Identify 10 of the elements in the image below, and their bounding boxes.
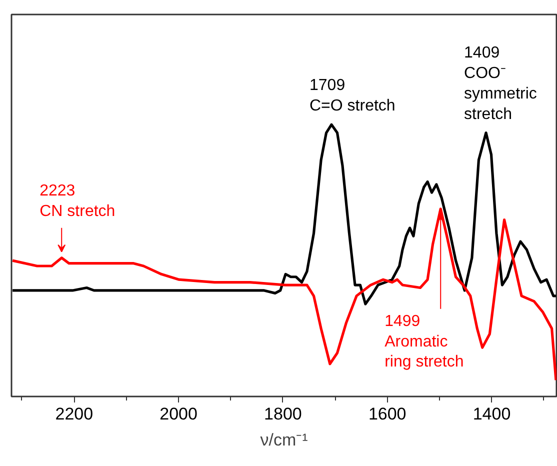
x-tick-label: 1400 [472, 404, 511, 424]
x-tick-label: 1600 [368, 404, 406, 424]
annotation: 2223 CN stretch [40, 182, 116, 220]
x-tick-label: 2000 [160, 404, 198, 424]
annotation: 1499 Aromatic ring stretch [384, 312, 464, 371]
annotation: 1709 C=O stretch [310, 77, 396, 115]
annotation: 1409 COO⁻ symmetric stretch [464, 44, 537, 123]
x-axis-title: ν/cm⁻¹ [260, 430, 308, 450]
x-tick-label: 2200 [55, 404, 94, 424]
x-tick-label: 1800 [264, 404, 302, 424]
